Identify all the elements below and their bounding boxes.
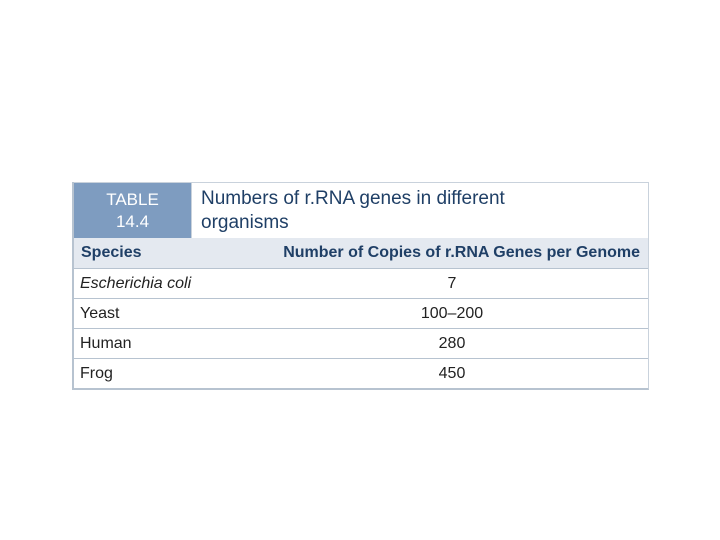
column-header-copies: Number of Copies of r.RNA Genes per Geno… xyxy=(283,244,640,261)
species-cell: Escherichia coli xyxy=(80,274,192,292)
table-row: Yeast 100–200 xyxy=(74,299,648,329)
table-label-number: 14.4 xyxy=(115,211,150,231)
species-cell: Human xyxy=(80,334,132,352)
species-cell: Yeast xyxy=(80,304,120,322)
table-title-line-2: organisms xyxy=(201,212,289,233)
table-number-badge: TABLE 14.4 xyxy=(74,183,191,238)
data-table: TABLE 14.4 Numbers of r.RNA genes in dif… xyxy=(72,182,649,390)
species-cell: Frog xyxy=(80,364,113,382)
copies-cell: 100–200 xyxy=(420,304,484,322)
copies-cell: 450 xyxy=(438,364,466,382)
table-row: Escherichia coli 7 xyxy=(74,269,648,299)
copies-cell: 7 xyxy=(447,274,457,292)
table-title: Numbers of r.RNA genes in different orga… xyxy=(191,183,648,238)
table-header: TABLE 14.4 Numbers of r.RNA genes in dif… xyxy=(74,182,648,238)
copies-cell: 280 xyxy=(438,334,466,352)
table-label-word: TABLE xyxy=(106,189,159,209)
table-row: Frog 450 xyxy=(74,359,648,388)
table-title-line-1: Numbers of r.RNA genes in different xyxy=(201,188,505,209)
column-header-row: Species Number of Copies of r.RNA Genes … xyxy=(74,238,648,269)
table-row: Human 280 xyxy=(74,329,648,359)
column-header-species: Species xyxy=(81,244,142,261)
